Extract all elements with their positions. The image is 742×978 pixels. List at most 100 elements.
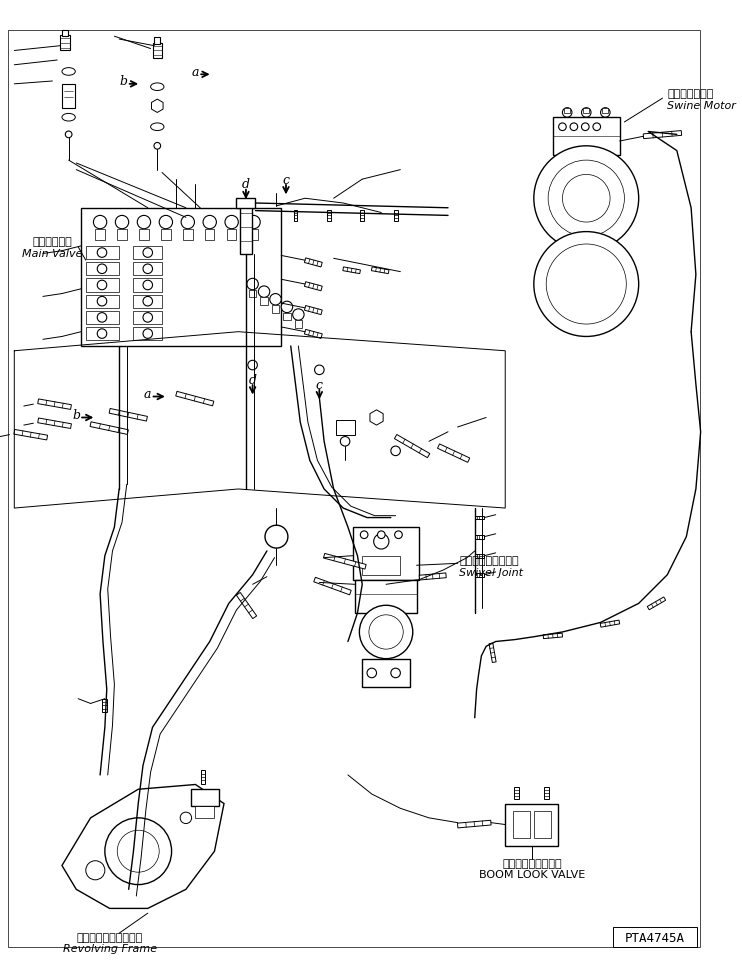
Bar xyxy=(153,44,162,59)
Circle shape xyxy=(181,216,194,230)
Circle shape xyxy=(559,124,566,131)
Polygon shape xyxy=(151,100,163,113)
Bar xyxy=(161,230,171,241)
Polygon shape xyxy=(395,435,430,459)
Circle shape xyxy=(341,437,349,447)
Polygon shape xyxy=(38,419,71,429)
Circle shape xyxy=(570,124,578,131)
Text: b: b xyxy=(72,409,80,422)
Bar xyxy=(335,421,355,435)
Circle shape xyxy=(391,669,401,678)
Circle shape xyxy=(143,265,153,274)
Polygon shape xyxy=(394,210,398,222)
Bar xyxy=(134,328,162,341)
Text: BOOM LOOK VALVE: BOOM LOOK VALVE xyxy=(479,869,585,879)
Circle shape xyxy=(97,297,107,307)
Bar xyxy=(134,279,162,292)
Text: Revolving Frame: Revolving Frame xyxy=(62,944,157,954)
Polygon shape xyxy=(458,821,491,828)
Polygon shape xyxy=(176,392,214,407)
Circle shape xyxy=(533,233,639,337)
Bar xyxy=(513,812,530,838)
Bar xyxy=(191,789,219,807)
Bar xyxy=(227,230,237,241)
Circle shape xyxy=(270,294,281,306)
Text: Swine Motor: Swine Motor xyxy=(667,101,736,111)
Bar xyxy=(583,109,589,114)
Bar xyxy=(95,230,105,241)
Bar xyxy=(260,298,268,306)
Text: d: d xyxy=(242,178,250,192)
Bar xyxy=(62,30,68,37)
Bar xyxy=(355,580,416,613)
Bar xyxy=(237,200,255,208)
Polygon shape xyxy=(543,634,562,639)
Polygon shape xyxy=(237,593,257,619)
Circle shape xyxy=(154,144,160,150)
Circle shape xyxy=(582,109,591,118)
Bar xyxy=(86,246,119,260)
Bar xyxy=(613,927,697,947)
Circle shape xyxy=(562,109,572,118)
Bar xyxy=(134,295,162,308)
Polygon shape xyxy=(419,573,446,580)
Bar xyxy=(139,230,148,241)
Text: Swivel Joint: Swivel Joint xyxy=(459,567,523,577)
Polygon shape xyxy=(475,555,485,558)
Bar xyxy=(603,109,608,114)
Bar xyxy=(295,321,302,329)
Circle shape xyxy=(593,124,600,131)
Text: レボルビングフレーム: レボルビングフレーム xyxy=(76,932,142,942)
Bar xyxy=(154,38,160,45)
Polygon shape xyxy=(343,268,361,275)
Circle shape xyxy=(248,361,257,371)
Circle shape xyxy=(160,216,173,230)
Bar xyxy=(505,804,558,847)
Circle shape xyxy=(105,818,171,885)
Polygon shape xyxy=(200,771,206,783)
Circle shape xyxy=(258,287,270,298)
Polygon shape xyxy=(370,411,383,425)
Ellipse shape xyxy=(62,68,75,76)
Circle shape xyxy=(203,216,217,230)
Bar xyxy=(553,118,620,156)
Circle shape xyxy=(292,309,304,321)
Circle shape xyxy=(143,330,153,339)
Bar xyxy=(272,306,279,313)
Polygon shape xyxy=(514,787,519,799)
Polygon shape xyxy=(14,430,47,440)
Circle shape xyxy=(600,109,610,118)
Polygon shape xyxy=(90,422,128,435)
Bar xyxy=(565,109,570,114)
Circle shape xyxy=(548,161,624,237)
Polygon shape xyxy=(102,699,108,712)
Circle shape xyxy=(225,216,238,230)
Circle shape xyxy=(582,124,589,131)
Bar xyxy=(86,279,119,292)
Ellipse shape xyxy=(62,114,75,122)
Bar xyxy=(86,328,119,341)
Circle shape xyxy=(367,669,376,678)
Polygon shape xyxy=(600,620,620,628)
Circle shape xyxy=(265,525,288,549)
Bar xyxy=(117,230,127,241)
Bar xyxy=(86,311,119,325)
Ellipse shape xyxy=(151,84,164,91)
Bar xyxy=(134,263,162,276)
Polygon shape xyxy=(304,258,322,268)
Polygon shape xyxy=(294,210,298,222)
Circle shape xyxy=(115,216,128,230)
Circle shape xyxy=(97,313,107,323)
Polygon shape xyxy=(489,644,496,663)
Polygon shape xyxy=(544,787,548,799)
Bar xyxy=(183,230,193,241)
Circle shape xyxy=(143,281,153,290)
Bar xyxy=(249,290,257,298)
Text: PTA4745A: PTA4745A xyxy=(625,930,685,944)
Polygon shape xyxy=(304,283,322,291)
Circle shape xyxy=(395,531,402,539)
Circle shape xyxy=(374,534,389,550)
Circle shape xyxy=(137,216,151,230)
Circle shape xyxy=(97,330,107,339)
Bar xyxy=(352,527,419,580)
